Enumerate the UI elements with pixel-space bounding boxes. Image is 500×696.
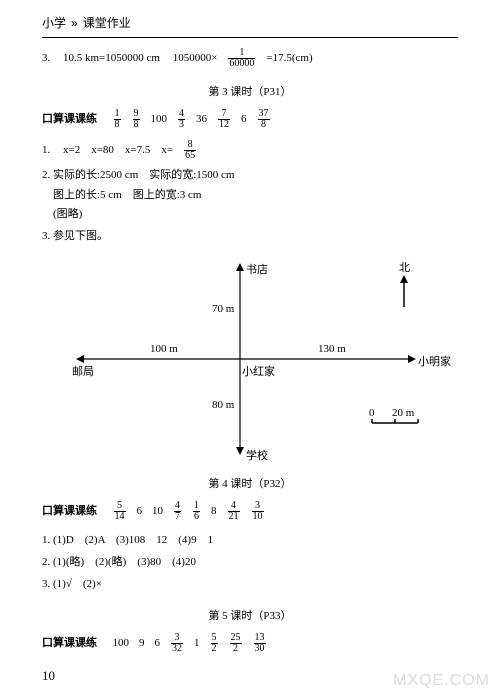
header-right: 课堂作业 xyxy=(83,16,131,30)
watermark: MXQE.COM xyxy=(393,672,490,690)
label-school: 学校 xyxy=(246,447,268,463)
lesson3-q2b: 图上的长:5 cm 图上的宽:3 cm xyxy=(42,187,458,205)
header-arrow: » xyxy=(71,16,78,30)
lesson3-q1: 1. x=2 x=80 x=7.5 x=865 xyxy=(42,140,458,161)
label-70m: 70 m xyxy=(212,303,234,315)
label-100m: 100 m xyxy=(150,343,178,355)
lesson5-kousuan: 口算课课练 100963321522521330 xyxy=(42,633,458,654)
lesson4-q3: 3. (1)√ (2)× xyxy=(42,576,458,594)
header-left: 小学 xyxy=(42,16,66,30)
page-number: 10 xyxy=(42,668,55,684)
lesson3-q2c: (图略) xyxy=(42,206,458,224)
lesson4-q1: 1. (1)D (2)A (3)108 12 (4)9 1 xyxy=(42,532,458,550)
lesson3-title: 第 3 课时（P31） xyxy=(42,83,458,99)
label-scale20: 20 m xyxy=(392,407,414,419)
label-north: 北 xyxy=(399,259,410,275)
lesson3-q3: 3. 参见下图。 xyxy=(42,228,458,246)
kousuan-label-5: 口算课课练 xyxy=(42,637,97,649)
kousuan-label: 口算课课练 xyxy=(42,113,97,125)
lesson3-kousuan: 口算课课练 189810043367126378 xyxy=(42,109,458,130)
diagram: 书店 北 70 m 100 m 130 m 邮局 小红家 小明家 80 m 学校… xyxy=(42,251,458,461)
lesson4-title: 第 4 课时（P32） xyxy=(42,475,458,491)
lesson3-q2a: 2. 实际的长:2500 cm 实际的宽:1500 cm xyxy=(42,167,458,185)
top-line-3: 3. 10.5 km=1050000 cm 1050000×160000=17.… xyxy=(42,48,458,69)
label-xiaohong: 小红家 xyxy=(242,363,275,379)
label-130m: 130 m xyxy=(318,343,346,355)
label-scale0: 0 xyxy=(369,407,375,419)
page-content: 3. 10.5 km=1050000 cm 1050000×160000=17.… xyxy=(0,48,500,654)
kousuan-items-5: 100963321522521330 xyxy=(113,637,267,649)
diagram-svg xyxy=(42,251,458,461)
kousuan-label-4: 口算课课练 xyxy=(42,505,97,517)
kousuan-items: 189810043367126378 xyxy=(113,113,271,125)
header-rule xyxy=(42,37,458,38)
label-postoffice: 邮局 xyxy=(72,363,94,379)
label-bookstore: 书店 xyxy=(246,261,268,277)
kousuan-items-4: 51461047168421310 xyxy=(113,505,265,517)
page-header: 小学 » 课堂作业 xyxy=(0,0,500,35)
lesson4-kousuan: 口算课课练 51461047168421310 xyxy=(42,501,458,522)
lesson4-q2: 2. (1)(略) (2)(略) (3)80 (4)20 xyxy=(42,554,458,572)
label-80m: 80 m xyxy=(212,399,234,411)
label-xiaoming: 小明家 xyxy=(418,353,451,369)
lesson5-title: 第 5 课时（P33） xyxy=(42,607,458,623)
